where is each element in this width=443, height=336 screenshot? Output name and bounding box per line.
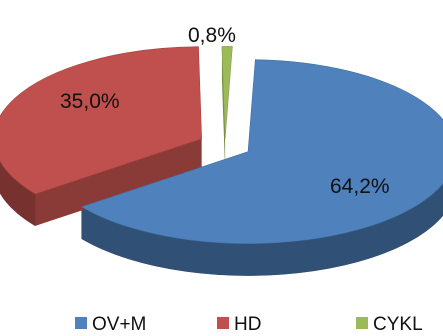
data-label-cykl: 0,8% [188, 24, 236, 47]
data-label-ov-m: 64,2% [330, 175, 390, 198]
pie-slices [0, 46, 443, 276]
legend-swatch-ov-m [75, 317, 87, 329]
pie-slice-ov-m [80, 59, 443, 244]
legend-label-ov-m: OV+M [92, 314, 146, 335]
pie-slice-hd [0, 46, 202, 195]
legend-swatch-hd [217, 317, 229, 329]
pie-slice-cykl [221, 46, 233, 139]
slice-face-hd [35, 138, 202, 226]
legend-swatch-cykl [356, 317, 368, 329]
data-label-hd: 35,0% [60, 90, 120, 113]
legend-label-hd: HD [234, 314, 261, 335]
legend: OV+M HD CYKL [75, 314, 423, 335]
legend-label-cykl: CYKL [373, 314, 423, 335]
